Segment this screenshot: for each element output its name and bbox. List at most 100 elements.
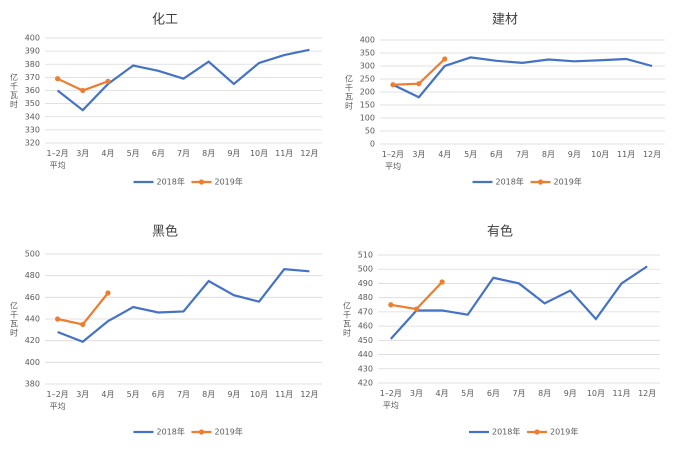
x-tick-label-line: 10月 bbox=[591, 150, 609, 159]
series-marker bbox=[390, 82, 396, 88]
x-tick-label: 8月 bbox=[202, 149, 215, 158]
y-tick-label: 500 bbox=[358, 265, 373, 274]
y-tick-label: 490 bbox=[358, 279, 373, 288]
x-tick-label-line: 5月 bbox=[464, 150, 477, 159]
x-tick-label-line: 9月 bbox=[564, 389, 577, 398]
x-tick-label: 9月 bbox=[568, 150, 581, 159]
y-tick-label: 320 bbox=[25, 139, 40, 148]
chart-title: 黑色 bbox=[152, 224, 178, 240]
x-tick-label: 5月 bbox=[464, 150, 477, 159]
chart-title: 建材 bbox=[492, 13, 518, 28]
x-tick-label-line: 平均 bbox=[50, 160, 66, 170]
series-marker bbox=[80, 321, 86, 328]
x-tick-label: 5月 bbox=[127, 149, 140, 158]
y-tick-label: 510 bbox=[358, 251, 373, 260]
y-tick-label: 50 bbox=[365, 127, 375, 136]
x-tick-label-line: 平均 bbox=[383, 400, 399, 410]
x-tick-label: 1–2月平均 bbox=[380, 389, 402, 410]
y-tick-label: 200 bbox=[360, 88, 375, 97]
x-tick-label: 11月 bbox=[275, 149, 293, 158]
x-tick-label: 11月 bbox=[612, 389, 630, 398]
x-tick-label: 11月 bbox=[275, 390, 293, 399]
x-tick-label: 4月 bbox=[436, 389, 449, 398]
x-tick-label: 9月 bbox=[227, 390, 240, 399]
x-tick-label: 3月 bbox=[412, 150, 425, 159]
y-axis-label-char: 亿 bbox=[343, 300, 351, 310]
series-line bbox=[392, 56, 653, 99]
x-tick-label-line: 5月 bbox=[127, 149, 140, 158]
x-tick-label-line: 4月 bbox=[101, 390, 114, 399]
y-axis-label-char: 时 bbox=[10, 99, 18, 109]
y-axis-label-char: 时 bbox=[10, 327, 18, 337]
x-tick-label-line: 7月 bbox=[516, 150, 529, 159]
y-tick-label: 450 bbox=[358, 336, 373, 345]
x-tick-label-line: 6月 bbox=[487, 389, 500, 398]
y-tick-label: 440 bbox=[358, 350, 373, 359]
series-marker bbox=[439, 279, 445, 285]
x-tick-label: 1–2月平均 bbox=[46, 390, 68, 411]
x-tick-label-line: 7月 bbox=[177, 390, 190, 399]
x-tick-label: 3月 bbox=[410, 389, 423, 398]
x-tick-label: 7月 bbox=[516, 150, 529, 159]
x-tick-label: 6月 bbox=[152, 149, 165, 158]
x-tick-label-line: 8月 bbox=[202, 149, 215, 158]
x-tick-label-line: 5月 bbox=[127, 390, 140, 399]
series-line bbox=[392, 58, 446, 86]
x-tick-label-line: 6月 bbox=[152, 149, 165, 158]
x-tick-label: 4月 bbox=[101, 390, 114, 399]
x-tick-label-line: 10月 bbox=[587, 389, 605, 398]
x-tick-label: 8月 bbox=[202, 390, 215, 399]
x-tick-label: 10月 bbox=[591, 150, 609, 159]
x-tick-label-line: 10月 bbox=[250, 390, 268, 399]
series-line bbox=[390, 281, 443, 311]
y-tick-label: 420 bbox=[358, 379, 373, 388]
y-tick-label: 390 bbox=[25, 47, 40, 56]
y-axis-label-char: 亿 bbox=[345, 73, 353, 83]
x-tick-label-line: 8月 bbox=[202, 390, 215, 399]
y-axis-label-char: 瓦 bbox=[345, 92, 353, 101]
y-axis-label-char: 瓦 bbox=[10, 91, 18, 100]
legend-marker bbox=[534, 429, 540, 435]
x-tick-label: 3月 bbox=[76, 149, 89, 158]
x-tick-label-line: 3月 bbox=[410, 389, 423, 398]
y-tick-label: 360 bbox=[25, 86, 40, 95]
x-tick-label: 11月 bbox=[617, 150, 635, 159]
y-tick-label: 0 bbox=[370, 140, 375, 149]
legend-marker bbox=[198, 179, 205, 185]
series-marker bbox=[105, 78, 111, 84]
x-tick-label: 7月 bbox=[177, 149, 190, 158]
y-tick-label: 400 bbox=[360, 36, 375, 45]
y-axis-label-char: 亿 bbox=[10, 72, 18, 82]
x-tick-label-line: 1–2月 bbox=[382, 150, 404, 159]
y-axis-label: 亿千瓦时 bbox=[343, 300, 351, 337]
x-tick-label-line: 3月 bbox=[412, 150, 425, 159]
y-tick-label: 470 bbox=[358, 307, 373, 316]
x-tick-label-line: 12月 bbox=[643, 150, 661, 159]
x-tick-label: 10月 bbox=[250, 149, 268, 158]
y-tick-label: 380 bbox=[25, 380, 40, 389]
y-tick-label: 350 bbox=[25, 99, 40, 108]
y-tick-label: 380 bbox=[25, 60, 40, 69]
chart-title: 有色 bbox=[487, 224, 513, 240]
x-tick-label: 6月 bbox=[487, 389, 500, 398]
chart-title: 化工 bbox=[152, 13, 178, 28]
y-tick-label: 480 bbox=[25, 271, 40, 280]
x-tick-label-line: 4月 bbox=[436, 389, 449, 398]
y-axis-label-char: 千 bbox=[343, 309, 351, 319]
x-tick-label-line: 3月 bbox=[76, 390, 89, 399]
y-tick-label: 400 bbox=[25, 358, 40, 367]
legend-label: 2019年 bbox=[215, 427, 243, 437]
y-axis-label-char: 瓦 bbox=[343, 319, 351, 328]
x-tick-label-line: 4月 bbox=[438, 150, 451, 159]
legend-marker bbox=[537, 179, 544, 185]
y-axis-label-char: 千 bbox=[10, 309, 18, 319]
series-line bbox=[57, 268, 310, 344]
legend-label: 2018年 bbox=[492, 427, 520, 437]
legend-label: 2018年 bbox=[157, 427, 185, 437]
x-tick-label: 10月 bbox=[250, 390, 268, 399]
series-line bbox=[390, 265, 648, 340]
x-tick-label-line: 1–2月 bbox=[46, 149, 68, 158]
legend-label: 2018年 bbox=[496, 177, 524, 187]
y-tick-label: 250 bbox=[360, 75, 375, 84]
